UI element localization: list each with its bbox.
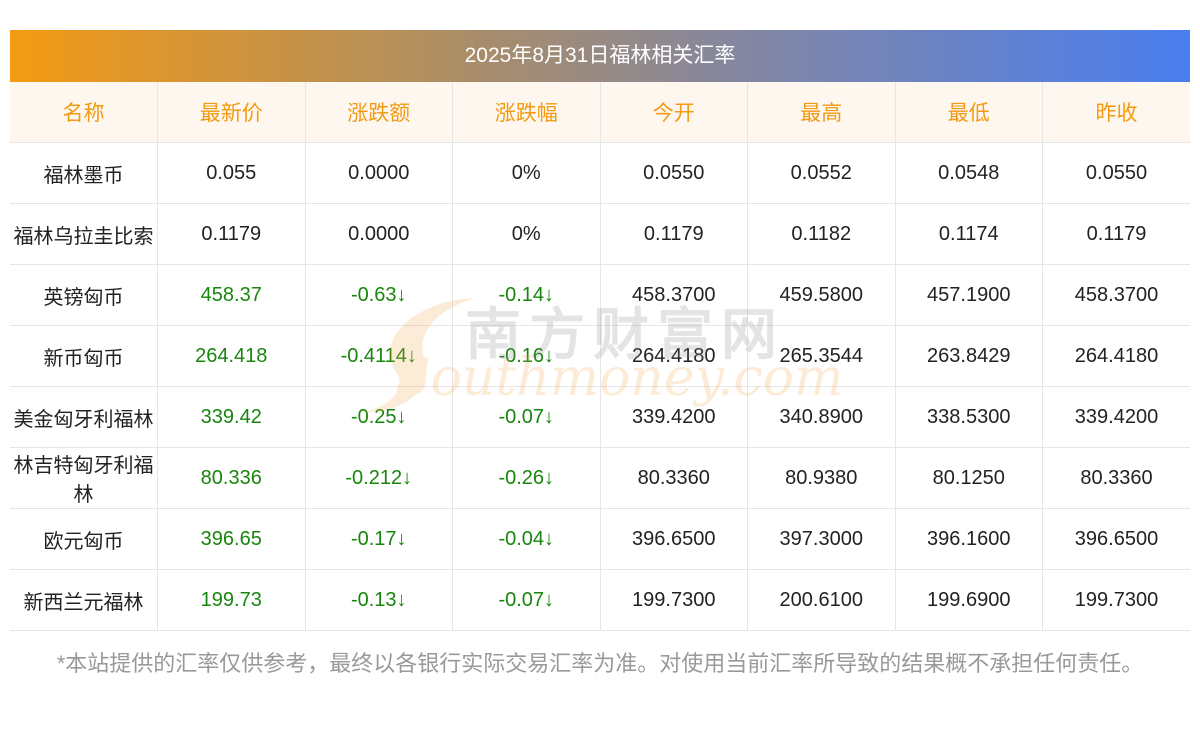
cell-prev: 0.1179 [1042,203,1190,265]
column-header-name: 名称 [10,82,158,143]
cell-low: 199.6900 [894,569,1043,631]
cell-name: 林吉特匈牙利福林 [10,447,158,509]
cell-change: -0.63↓ [304,264,453,326]
cell-change: -0.25↓ [304,386,453,448]
cell-name: 新币匈币 [10,325,158,387]
cell-change: -0.212↓ [304,447,453,509]
table-row: 福林墨币 0.055 0.0000 0% 0.0550 0.0552 0.0548 0.055… [10,142,1190,204]
cell-latest: 458.37 [157,264,305,326]
column-header-change: 涨跌额 [304,82,453,143]
cell-low: 80.1250 [894,447,1043,509]
cell-latest: 339.42 [157,386,305,448]
cell-open: 199.7300 [599,569,748,631]
cell-low: 457.1900 [894,264,1043,326]
cell-open: 0.0550 [599,142,748,204]
table-title: 2025年8月31日福林相关汇率 [10,30,1190,82]
cell-name: 福林乌拉圭比索 [10,203,158,265]
table-body: 福林墨币 0.055 0.0000 0% 0.0550 0.0552 0.0548 0.055… [10,142,1190,631]
cell-latest: 199.73 [157,569,305,631]
cell-open: 80.3360 [599,447,748,509]
table-row: 福林乌拉圭比索 0.1179 0.0000 0% 0.1179 0.1182 0.1174 0… [10,203,1190,265]
cell-change: -0.17↓ [304,508,453,570]
cell-prev: 396.6500 [1042,508,1190,570]
cell-pct: -0.04↓ [452,508,600,570]
cell-change: -0.13↓ [304,569,453,631]
cell-prev: 0.0550 [1042,142,1190,204]
cell-high: 0.0552 [747,142,895,204]
cell-name: 福林墨币 [10,142,158,204]
table-row: 新币匈币 264.418 -0.4114↓ -0.16↓ 264.4180 265.354… [10,325,1190,387]
column-header-prev: 昨收 [1042,82,1190,143]
column-header-latest: 最新价 [157,82,305,143]
cell-latest: 80.336 [157,447,305,509]
cell-change: 0.0000 [304,203,453,265]
cell-prev: 339.4200 [1042,386,1190,448]
cell-pct: -0.07↓ [452,569,600,631]
cell-prev: 80.3360 [1042,447,1190,509]
cell-low: 338.5300 [894,386,1043,448]
column-header-high: 最高 [747,82,895,143]
cell-prev: 199.7300 [1042,569,1190,631]
cell-latest: 0.055 [157,142,305,204]
cell-low: 0.1174 [894,203,1043,265]
cell-high: 200.6100 [747,569,895,631]
cell-high: 0.1182 [747,203,895,265]
rate-table: 名称 最新价 涨跌额 涨跌幅 今开 最高 最低 昨收 福林墨币 0.055 0.00… [10,82,1190,631]
cell-open: 396.6500 [599,508,748,570]
cell-high: 397.3000 [747,508,895,570]
cell-name: 美金匈牙利福林 [10,386,158,448]
cell-pct: -0.14↓ [452,264,600,326]
cell-name: 新西兰元福林 [10,569,158,631]
cell-change: -0.4114↓ [304,325,453,387]
cell-open: 0.1179 [599,203,748,265]
cell-open: 339.4200 [599,386,748,448]
cell-open: 264.4180 [599,325,748,387]
cell-prev: 458.3700 [1042,264,1190,326]
table-row: 英镑匈币 458.37 -0.63↓ -0.14↓ 458.3700 459.5800 45… [10,264,1190,326]
cell-latest: 0.1179 [157,203,305,265]
cell-pct: -0.26↓ [452,447,600,509]
cell-high: 80.9380 [747,447,895,509]
column-header-pct: 涨跌幅 [452,82,600,143]
cell-pct: -0.16↓ [452,325,600,387]
cell-pct: 0% [452,203,600,265]
cell-prev: 264.4180 [1042,325,1190,387]
cell-low: 396.1600 [894,508,1043,570]
table-row: 新西兰元福林 199.73 -0.13↓ -0.07↓ 199.7300 200.6100… [10,569,1190,631]
cell-high: 265.3544 [747,325,895,387]
cell-low: 0.0548 [894,142,1043,204]
cell-latest: 264.418 [157,325,305,387]
cell-low: 263.8429 [894,325,1043,387]
rate-table-panel: 2025年8月31日福林相关汇率 名称 最新价 涨跌额 涨跌幅 今开 最高 最低… [10,30,1190,631]
cell-pct: -0.07↓ [452,386,600,448]
cell-pct: 0% [452,142,600,204]
disclaimer-text: *本站提供的汇率仅供参考，最终以各银行实际交易汇率为准。对使用当前汇率所导致的结… [56,651,1144,676]
column-header-low: 最低 [894,82,1043,143]
cell-latest: 396.65 [157,508,305,570]
cell-name: 英镑匈币 [10,264,158,326]
cell-change: 0.0000 [304,142,453,204]
cell-name: 欧元匈币 [10,508,158,570]
table-row: 林吉特匈牙利福林 80.336 -0.212↓ -0.26↓ 80.3360 80.938… [10,447,1190,509]
table-row: 美金匈牙利福林 339.42 -0.25↓ -0.07↓ 339.4200 340.890… [10,386,1190,448]
header-row: 名称 最新价 涨跌额 涨跌幅 今开 最高 最低 昨收 [10,82,1190,143]
cell-open: 458.3700 [599,264,748,326]
column-header-open: 今开 [599,82,748,143]
cell-high: 459.5800 [747,264,895,326]
cell-high: 340.8900 [747,386,895,448]
table-row: 欧元匈币 396.65 -0.17↓ -0.04↓ 396.6500 397.3000 39… [10,508,1190,570]
